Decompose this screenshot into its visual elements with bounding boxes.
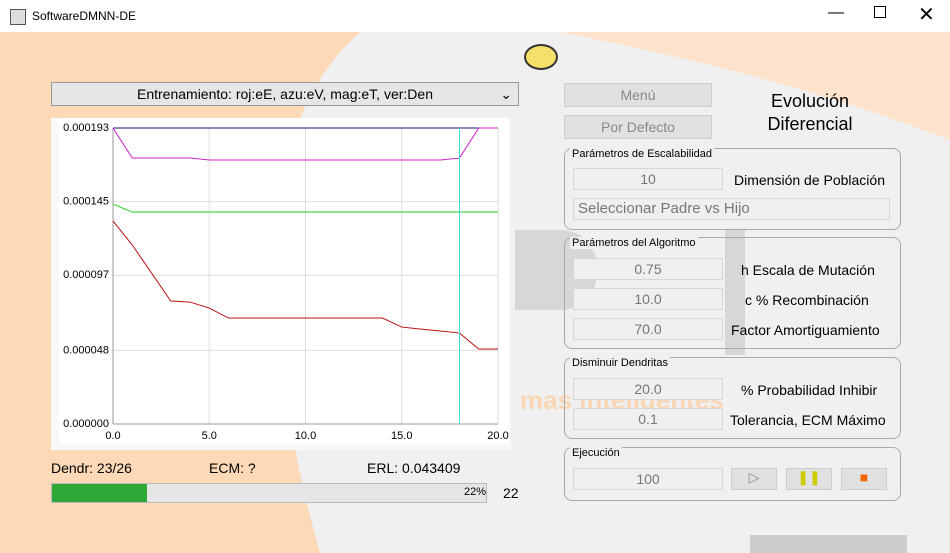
heading-line: Diferencial (767, 114, 853, 134)
play-button[interactable]: ▷ (731, 468, 777, 490)
maximize[interactable] (874, 6, 886, 18)
series-line (112, 127, 498, 161)
group-title: Parámetros de Escalabilidad (570, 148, 715, 160)
input-label: Tolerancia, ECM Máximo (730, 412, 886, 428)
progress-count: 22 (503, 485, 519, 501)
input-label: Factor Amortiguamiento (731, 322, 880, 338)
group: Ejecución (564, 447, 901, 501)
input[interactable]: 10.0 (573, 288, 723, 310)
window-title: SoftwareDMNN-DE (32, 9, 137, 23)
minimize[interactable]: — (828, 4, 844, 21)
input[interactable]: 0.75 (573, 258, 723, 280)
app-icon (10, 9, 26, 25)
y-tick-label: 0.000048 (63, 344, 109, 356)
series-line (112, 220, 498, 350)
input-label: c % Recombinación (745, 292, 869, 308)
dropdown[interactable]: Entrenamiento: roj:eE, azu:eV, mag:eT, v… (51, 82, 519, 106)
group-title: Disminuir Dendritas (570, 357, 670, 369)
input[interactable]: 10 (573, 168, 723, 190)
x-tick-label: 20.0 (487, 430, 508, 442)
progress-label: 22% (463, 486, 486, 498)
heading-line: Evolución (770, 91, 850, 111)
x-tick-label: 15.0 (391, 430, 412, 442)
input-label: % Probabilidad Inhibir (741, 382, 878, 398)
y-tick-label: 0.000193 (63, 122, 109, 134)
y-tick-label: 0.000145 (63, 196, 109, 208)
status-ecm: ECM: ? (209, 460, 256, 476)
input-label: h Escala de Mutación (741, 262, 875, 278)
group: Disminuir Dendritas (564, 357, 901, 439)
status-erl: ERL: 0.043409 (367, 460, 461, 476)
group: Parámetros de Escalabilidad (564, 148, 901, 230)
defaults-button[interactable]: Por Defecto (564, 115, 712, 139)
group-title: Ejecución (570, 447, 622, 459)
input[interactable]: 20.0 (573, 378, 723, 400)
stop-button[interactable]: ■ (841, 468, 887, 490)
logo (524, 44, 558, 70)
select[interactable]: Seleccionar Padre vs Hijo (573, 198, 890, 220)
input-label: Dimensión de Población (734, 172, 885, 188)
menu-button[interactable]: Menú (564, 83, 712, 107)
heading: Evolución Diferencial (760, 90, 860, 136)
y-tick-label: 0.000097 (63, 269, 109, 281)
x-tick-label: 10.0 (295, 430, 316, 442)
chart: 0.000000 0.000048 0.000097 0.000145 0.000193… (51, 118, 511, 450)
y-tick-label: 0.000000 (63, 418, 109, 430)
input[interactable]: 100 (573, 468, 723, 490)
group-title: Parámetros del Algoritmo (570, 237, 698, 249)
progress-fill (52, 484, 148, 502)
input[interactable]: 70.0 (573, 318, 723, 340)
close[interactable]: ✕ (918, 4, 935, 26)
series-line (112, 203, 498, 213)
progress-bar: 22% (51, 483, 487, 503)
dropdown-text: Entrenamiento: roj:eE, azu:eV, mag:eT, v… (137, 86, 433, 102)
x-tick-label: 5.0 (202, 430, 217, 442)
group: Parámetros del Algoritmo (564, 237, 901, 349)
x-tick-label: 0.0 (105, 430, 120, 442)
title-bar: SoftwareDMNN-DE — ✕ (0, 0, 950, 32)
pause-button[interactable]: ❚❚ (786, 468, 832, 490)
input[interactable]: 0.1 (573, 408, 723, 430)
status-dendr: Dendr: 23/26 (51, 460, 132, 476)
